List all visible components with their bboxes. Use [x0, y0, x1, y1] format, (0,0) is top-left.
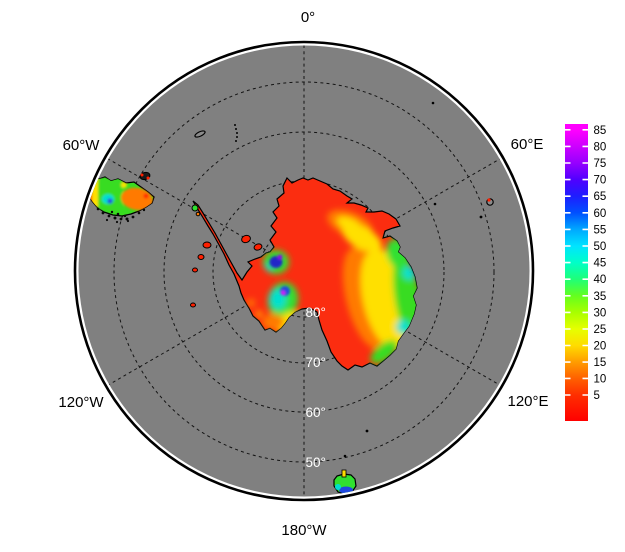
- island-chain-south-sandwich: [234, 124, 238, 142]
- colorbar-tick-label-15: 15: [594, 357, 607, 369]
- latitude-label-50: 50°: [306, 455, 326, 470]
- colorbar-tick-label-65: 65: [594, 191, 607, 203]
- sa-patch-blue: [107, 198, 113, 204]
- peninsula-ice-blob-4: [190, 302, 196, 308]
- longitude-label-0: 0°: [301, 9, 315, 26]
- colorbar-tick-label-20: 20: [594, 341, 607, 353]
- island-black-red-dot2: [146, 176, 150, 180]
- colorbar: 85 80 75 70 65 60 55 50 45 40 35 30 25 2…: [565, 124, 606, 421]
- longitude-label-120e: 120°E: [507, 393, 548, 410]
- longitude-labels: 0° 60°W 60°E 120°W 120°E 180°W: [58, 9, 548, 539]
- peninsula-tip-island-orange: [195, 211, 201, 217]
- peninsula-ice-blob-2: [197, 254, 205, 260]
- sa-patch-yellow-dot: [121, 182, 127, 188]
- colorbar-tick-label-40: 40: [594, 274, 607, 286]
- weddell-ice-blob-1: [241, 234, 251, 244]
- colorbar-tick-label-50: 50: [594, 241, 607, 253]
- colorbar-tick-label-60: 60: [594, 208, 607, 220]
- latitude-label-60: 60°: [306, 405, 326, 420]
- island-bottom-yellow-tip: [341, 469, 347, 478]
- colorbar-tick-label-70: 70: [594, 175, 607, 187]
- latitude-label-80: 80°: [306, 305, 326, 320]
- longitude-label-180w: 180°W: [281, 522, 327, 539]
- peninsula-tip-island-green: [191, 204, 199, 212]
- colorbar-ticks: [565, 129, 588, 396]
- south-america-coast-speckles: [96, 207, 146, 224]
- patch-yellow-bridge: [342, 223, 382, 253]
- island-bottom-blue-patch: [339, 486, 353, 494]
- patch-green-southhook: [370, 340, 398, 364]
- sa-patch-orange: [121, 187, 153, 211]
- island-black-red-dot1: [140, 173, 144, 177]
- colorbar-tick-label-85: 85: [594, 125, 607, 137]
- offshore-ice-blobs: [190, 204, 263, 308]
- colorbar-tick-label-10: 10: [594, 373, 607, 385]
- colorbar-tick-label-5: 5: [594, 390, 600, 402]
- island-bottom-teal-patch: [335, 484, 341, 490]
- peninsula-ice-blob-3: [192, 267, 198, 273]
- colorbar-tick-label-25: 25: [594, 324, 607, 336]
- island-south-georgia: [194, 130, 206, 138]
- longitude-label-120w: 120°W: [58, 394, 104, 411]
- ocean-specks: [343, 101, 483, 458]
- colorbar-gradient-bar: [565, 124, 588, 421]
- sa-patch-red-dot: [143, 193, 149, 199]
- spot-magenta-west-2: [280, 290, 286, 296]
- peninsula-ice-blob-1: [202, 241, 212, 249]
- longitude-label-60e: 60°E: [511, 136, 544, 153]
- island-kerguelen-red-dot: [487, 198, 491, 202]
- spot-purple-west-1: [277, 254, 283, 260]
- colorbar-tick-label-30: 30: [594, 307, 607, 319]
- patch-orange-coast-1: [247, 299, 255, 307]
- meridian-60e-120w: [107, 158, 501, 386]
- colorbar-tick-label-55: 55: [594, 224, 607, 236]
- patch-orange-coast-2: [255, 310, 263, 318]
- sa-patch-green: [98, 178, 123, 210]
- meridian-120e-60w: [107, 158, 501, 386]
- weddell-ice-blob-2: [253, 243, 263, 251]
- patch-orange-west-fringe: [262, 314, 284, 330]
- colorbar-tick-label-45: 45: [594, 258, 607, 270]
- colorbar-tick-label-35: 35: [594, 291, 607, 303]
- colorbar-tick-label-75: 75: [594, 158, 607, 170]
- sa-patch-yellow: [92, 177, 99, 207]
- longitude-label-60w: 60°W: [63, 137, 101, 154]
- colorbar-tick-label-80: 80: [594, 141, 607, 153]
- latitude-labels: 80° 70° 60° 50°: [306, 305, 326, 470]
- latitude-label-70: 70°: [306, 355, 326, 370]
- map-outline-circle: [73, 40, 535, 502]
- colorbar-tick-labels: 85 80 75 70 65 60 55 50 45 40 35 30 25 2…: [594, 125, 607, 402]
